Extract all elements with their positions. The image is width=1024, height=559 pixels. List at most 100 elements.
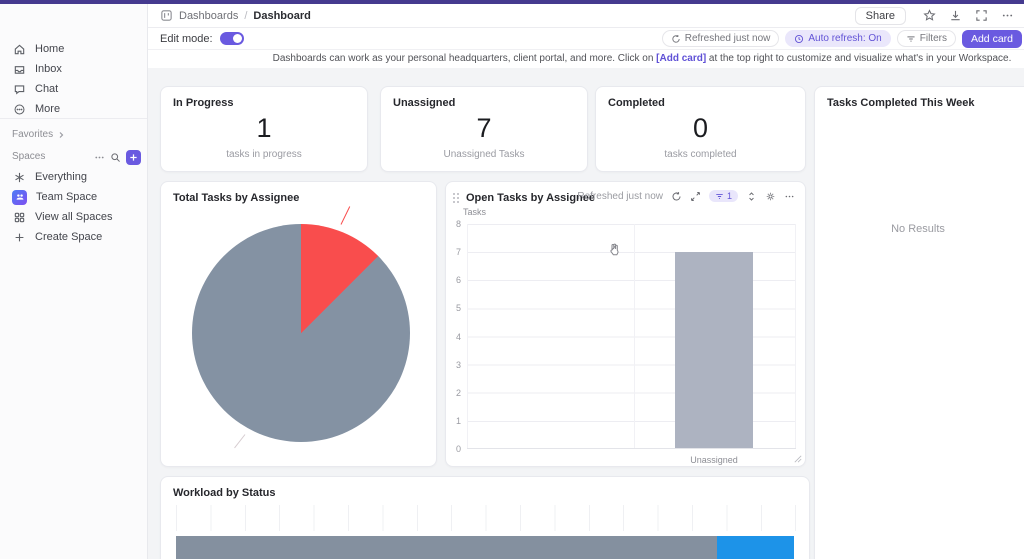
card-title: Completed <box>608 97 665 109</box>
team-space-avatar <box>12 190 27 205</box>
refresh-icon[interactable] <box>671 191 682 202</box>
filters-button[interactable]: Filters <box>897 30 956 47</box>
dashboard-icon <box>160 9 173 22</box>
sidebar-section-favorites[interactable]: Favorites <box>12 129 65 140</box>
workload-stacked-bar <box>176 536 794 559</box>
card-title: Open Tasks by Assignee <box>466 192 595 204</box>
more-options-icon[interactable] <box>1001 9 1014 22</box>
sidebar-item-label: View all Spaces <box>35 211 112 223</box>
sidebar-item-label: Team Space <box>36 191 97 203</box>
card-workload-by-status[interactable]: Workload by Status <box>160 476 810 559</box>
chevron-right-icon <box>57 131 65 139</box>
info-banner: Dashboards can work as your personal hea… <box>148 50 1024 68</box>
card-in-progress[interactable]: In Progress 1 tasks in progress <box>160 86 368 172</box>
chart-header-actions: Refreshed just now 1 <box>577 190 795 202</box>
more-circle-icon <box>12 103 26 116</box>
spaces-label: Spaces <box>12 151 45 162</box>
add-card-button[interactable]: Add card <box>962 30 1022 48</box>
home-icon <box>12 43 26 56</box>
ellipsis-icon[interactable] <box>784 191 795 202</box>
clickup-dashboard-app: Home Inbox Chat More Favorites Spaces <box>0 0 1024 559</box>
filter-pill[interactable]: 1 <box>709 190 738 202</box>
card-title: Unassigned <box>393 97 455 109</box>
banner-add-card-link[interactable]: [Add card] <box>656 53 706 64</box>
y-tick: 4 <box>456 333 461 342</box>
star-icon[interactable] <box>923 9 936 22</box>
share-button[interactable]: Share <box>855 7 906 25</box>
breadcrumb-page[interactable]: Dashboard <box>253 10 310 22</box>
card-tasks-completed-week[interactable]: Tasks Completed This Week No Results <box>814 86 1024 559</box>
sidebar-section-spaces[interactable]: Spaces <box>12 151 45 162</box>
card-open-tasks-by-assignee[interactable]: Open Tasks by Assignee Refreshed just no… <box>445 181 806 467</box>
refresh-icon <box>671 34 681 44</box>
add-space-button[interactable] <box>126 150 141 165</box>
breadcrumb: Dashboards / Dashboard <box>160 9 311 22</box>
y-axis-title: Tasks <box>463 207 486 217</box>
resize-handle-icon[interactable] <box>794 455 802 463</box>
clock-icon <box>794 34 804 44</box>
card-title: Workload by Status <box>173 487 275 499</box>
hand-cursor-icon <box>607 242 621 256</box>
sidebar: Home Inbox Chat More Favorites Spaces <box>0 4 148 559</box>
card-title: Total Tasks by Assignee <box>173 192 299 204</box>
plus-icon <box>12 231 26 244</box>
download-icon[interactable] <box>949 9 962 22</box>
dashboard-toolbar: Edit mode: Refreshed just now Auto refre… <box>148 28 1024 50</box>
x-tick-label: Unassigned <box>675 455 753 465</box>
sidebar-item-home[interactable]: Home <box>12 40 64 58</box>
card-total-tasks-by-assignee[interactable]: Total Tasks by Assignee <box>160 181 437 467</box>
search-icon[interactable] <box>110 152 121 163</box>
sidebar-item-label: More <box>35 103 60 115</box>
auto-refresh-pill[interactable]: Auto refresh: On <box>785 30 890 47</box>
sidebar-item-view-all-spaces[interactable]: View all Spaces <box>12 208 112 226</box>
grid-icon <box>12 211 26 224</box>
y-tick: 7 <box>456 248 461 257</box>
sidebar-item-more[interactable]: More <box>12 100 60 118</box>
stat-value: 1 <box>161 113 367 144</box>
toggle-knob <box>233 34 242 43</box>
sidebar-item-chat[interactable]: Chat <box>12 80 58 98</box>
chat-icon <box>12 83 26 96</box>
sidebar-item-label: Home <box>35 43 64 55</box>
card-unassigned[interactable]: Unassigned 7 Unassigned Tasks <box>380 86 588 172</box>
workload-segment[interactable] <box>717 536 794 559</box>
breadcrumb-section[interactable]: Dashboards <box>179 10 238 22</box>
stat-caption: Unassigned Tasks <box>381 149 587 160</box>
bar-rect[interactable] <box>675 252 753 448</box>
pie-chart[interactable] <box>192 224 410 442</box>
breadcrumb-separator: / <box>244 10 247 22</box>
sidebar-item-inbox[interactable]: Inbox <box>12 60 62 78</box>
sidebar-item-create-space[interactable]: Create Space <box>12 228 102 246</box>
workload-gridlines <box>176 505 796 531</box>
banner-text: Dashboards can work as your personal hea… <box>260 53 1024 64</box>
workload-segment[interactable] <box>176 536 717 559</box>
expand-icon[interactable] <box>690 191 701 202</box>
v-gridline <box>634 224 635 448</box>
card-title: Tasks Completed This Week <box>827 97 975 109</box>
y-tick: 3 <box>456 361 461 370</box>
bar-chart-plot: 8 7 6 5 4 3 2 1 0 <box>467 224 796 449</box>
toolbar-actions: Refreshed just now Auto refresh: On Filt… <box>662 30 1022 48</box>
card-title: In Progress <box>173 97 234 109</box>
refreshed-status: Refreshed just now <box>577 191 663 202</box>
sidebar-item-label: Create Space <box>35 231 102 243</box>
y-tick: 8 <box>456 220 461 229</box>
sidebar-item-team-space[interactable]: Team Space <box>12 188 97 206</box>
v-gridline <box>795 224 796 448</box>
refreshed-status[interactable]: Refreshed just now <box>662 30 780 47</box>
drag-handle[interactable] <box>453 193 459 203</box>
expand-icon[interactable] <box>975 9 988 22</box>
sidebar-item-label: Everything <box>35 171 87 183</box>
pie-leader-line-red <box>341 206 351 224</box>
edit-mode-toggle[interactable] <box>220 32 244 45</box>
card-completed[interactable]: Completed 0 tasks completed <box>595 86 806 172</box>
sort-icon[interactable] <box>746 191 757 202</box>
ellipsis-icon[interactable] <box>94 152 105 163</box>
sidebar-item-everything[interactable]: Everything <box>12 168 87 186</box>
v-gridline <box>467 224 468 448</box>
window-accent-strip <box>0 0 1024 4</box>
y-tick: 6 <box>456 276 461 285</box>
gear-icon[interactable] <box>765 191 776 202</box>
sidebar-divider <box>0 118 147 119</box>
y-tick: 5 <box>456 304 461 313</box>
